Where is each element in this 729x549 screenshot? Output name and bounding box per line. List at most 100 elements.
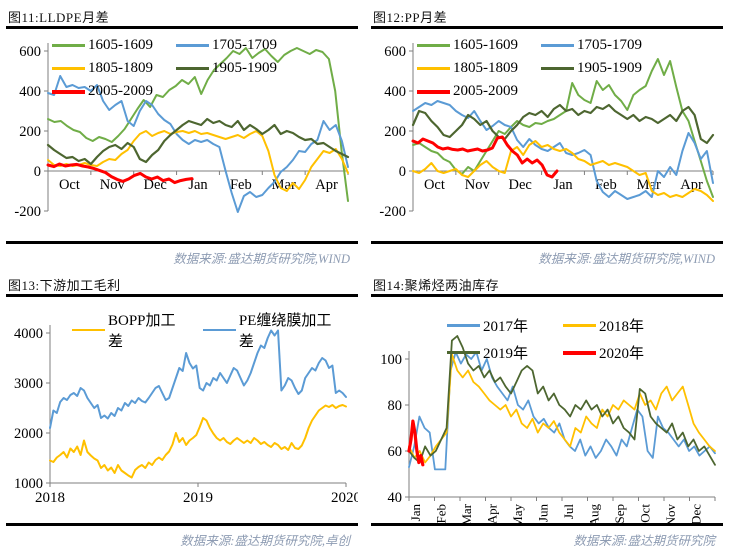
chart-area: 4000 3000 2000 1000 2018 2019 2020 BOPP加工差 PE缠绕…: [6, 297, 358, 523]
x-tick-label: Jul: [561, 504, 576, 520]
plot-canvas: 100 80 60 40 Jan Feb Mar Apr May Jun Jul Aug Sep Oct N…: [371, 297, 723, 523]
legend-swatch: [52, 67, 85, 70]
divider: [371, 26, 723, 29]
data-source-note: 数据来源:盛达期货研究院,卓创: [180, 534, 350, 548]
legend-row: BOPP加工差 PE缠绕膜加工差: [72, 309, 358, 351]
legend-label: PE缠绕膜加工差: [238, 313, 332, 350]
line-chart: 100 80 60 40 Jan Feb Mar Apr May Jun Jul Aug Sep Oct N…: [380, 335, 716, 523]
legend-item: 2005-2009: [52, 83, 176, 100]
legend-row: 2005-2009: [417, 83, 665, 100]
y-tick-label: 600: [384, 44, 406, 60]
y-tick-label: 4000: [14, 326, 43, 342]
x-tick-label: Oct: [59, 177, 80, 193]
y-tick-label: -200: [379, 204, 406, 220]
series-line-1605-1609: [47, 47, 349, 202]
series-line-2005-2009: [46, 162, 194, 185]
x-tick-label: 2019: [183, 490, 213, 506]
legend-row: 1805-1809 1905-1909: [417, 60, 665, 77]
series-line-1905-1909: [46, 117, 350, 166]
legend-item: 2018年: [563, 315, 679, 336]
x-tick-label: May: [510, 504, 525, 523]
legend-row: 2019年 2020年: [447, 342, 679, 363]
legend-item: 1705-1709: [541, 37, 665, 54]
legend-swatch: [72, 328, 105, 332]
figure-title: 图11:LLDPE月差: [8, 10, 110, 25]
legend-swatch: [563, 350, 596, 355]
legend-label: 2019年: [483, 346, 529, 362]
legend-item: 2005-2009: [417, 83, 541, 100]
series-line-2005-2009: [411, 135, 559, 179]
series-line-2019年: [408, 335, 716, 466]
y-tick-label: 3000: [14, 376, 43, 392]
y-tick-label: 60: [388, 444, 403, 460]
x-tick-label: Jan: [188, 177, 208, 193]
legend-label: 1705-1709: [577, 37, 642, 53]
legend-label: 2020年: [599, 346, 645, 362]
chart-area: 100 80 60 40 Jan Feb Mar Apr May Jun Jul Aug Sep Oct N…: [371, 297, 723, 523]
x-tick-label: Mar: [459, 503, 474, 523]
legend-item: 2020年: [563, 342, 679, 363]
series-line-BOPP加工差: [49, 404, 347, 479]
y-tick-label: 0: [34, 164, 41, 180]
legend-swatch: [541, 44, 574, 47]
figure-panel-11: 图11:LLDPE月差 600 400 200 0 -200 Oct Nov Dec Jan Fe…: [6, 4, 358, 267]
chart-area: 600 400 200 0 -200 Oct Nov Dec Jan Feb Mar Apr 1605…: [6, 29, 358, 241]
series-line-1905-1909: [411, 103, 715, 145]
divider: [371, 294, 723, 297]
y-tick-label: 600: [19, 44, 41, 60]
series-line-1605-1609: [412, 58, 714, 198]
x-tick-label: 2020: [331, 490, 358, 506]
series-line-1705-1709: [47, 75, 349, 213]
legend-item: 1705-1709: [176, 37, 300, 54]
plot-canvas: 600 400 200 0 -200 Oct Nov Dec Jan Feb Mar Apr: [6, 29, 358, 241]
y-tick-label: 0: [399, 164, 406, 180]
series-line-2017年: [408, 351, 716, 471]
legend-row: 1605-1609 1705-1709: [52, 37, 300, 54]
figure-panel-12: 图12:PP月差 600 400 200 0 -200 Oct Nov Dec Jan Feb Ma…: [371, 4, 723, 267]
legend-swatch: [202, 328, 236, 332]
legend-swatch: [176, 67, 209, 70]
figure-panel-13: 图13:下游加工毛利 4000 3000 2000 1000 2018 2019 2020 …: [6, 272, 358, 549]
legend-swatch: [52, 44, 85, 47]
x-tick-label: Feb: [434, 504, 449, 523]
y-tick-label: -200: [14, 204, 41, 220]
y-tick-label: 400: [19, 84, 41, 100]
series-line-1805-1809: [412, 140, 714, 202]
data-source-note: 数据来源:盛达期货研究院: [573, 534, 715, 548]
legend-item: 1905-1909: [176, 60, 300, 77]
legend-swatch: [447, 324, 480, 327]
chart-legend: BOPP加工差 PE缠绕膜加工差: [72, 309, 358, 351]
y-tick-label: 80: [388, 398, 403, 414]
legend-item: BOPP加工差: [72, 309, 187, 351]
y-tick-label: 100: [380, 352, 402, 368]
series-line-PE缠绕膜加工差: [49, 329, 347, 429]
legend-item: 2019年: [447, 342, 563, 363]
legend-label: 1605-1609: [88, 37, 153, 53]
legend-item: 1805-1809: [52, 60, 176, 77]
figure-title: 图13:下游加工毛利: [8, 278, 121, 293]
plot-canvas: 4000 3000 2000 1000 2018 2019 2020: [6, 297, 358, 523]
legend-label: 1905-1909: [212, 60, 277, 76]
legend-label: 1705-1709: [212, 37, 277, 53]
y-tick-label: 1000: [14, 476, 43, 492]
legend-row: 2017年 2018年: [447, 315, 679, 336]
figure-panel-14: 图14:聚烯烃两油库存 100 80 60 40 Jan Feb Mar Apr May Jun J…: [371, 272, 723, 549]
legend-swatch: [541, 67, 574, 70]
x-tick-label: Jan: [553, 177, 573, 193]
x-tick-label: Aug: [587, 504, 602, 523]
x-tick-label: Feb: [230, 177, 252, 193]
x-tick-label: Jun: [536, 504, 551, 523]
legend-item: 1605-1609: [52, 37, 176, 54]
legend-label: 2017年: [483, 319, 529, 335]
divider: [6, 241, 358, 244]
legend-swatch: [176, 44, 209, 47]
legend-swatch: [563, 324, 596, 327]
legend-swatch: [52, 89, 85, 94]
x-tick-label: Nov: [465, 177, 491, 193]
divider: [6, 294, 358, 297]
chart-legend: 2017年 2018年 2019年 2020年: [447, 315, 679, 363]
x-tick-label: Dec: [143, 177, 166, 193]
